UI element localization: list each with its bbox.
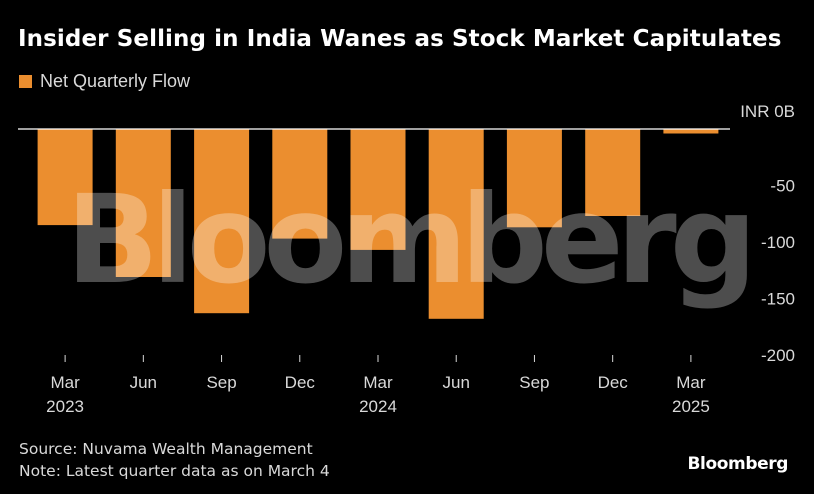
x-tick-label: Jun — [442, 373, 469, 392]
bar — [350, 129, 406, 250]
x-tick-label: Dec — [285, 373, 316, 392]
y-tick-label: INR 0B — [740, 102, 795, 121]
x-tick-label: Mar — [50, 373, 80, 392]
x-tick-label: 2023 — [46, 397, 84, 416]
bloomberg-logo: Bloomberg — [687, 454, 788, 474]
x-tick-label: Dec — [598, 373, 629, 392]
bar — [663, 129, 719, 134]
x-tick-label: Jun — [130, 373, 157, 392]
x-tick-label: 2024 — [359, 397, 397, 416]
bar — [115, 129, 171, 277]
x-tick-label: Mar — [676, 373, 706, 392]
y-tick-label: -150 — [761, 290, 795, 309]
x-tick-label: Mar — [363, 373, 393, 392]
x-tick-label: Sep — [206, 373, 236, 392]
x-tick-label: Sep — [519, 373, 549, 392]
watermark: Bloomberg — [66, 169, 750, 311]
legend-swatch — [19, 75, 32, 88]
x-tick-label: 2025 — [672, 397, 710, 416]
source-note: Source: Nuvama Wealth Management — [19, 440, 313, 458]
bar — [585, 129, 641, 216]
chart-title: Insider Selling in India Wanes as Stock … — [18, 26, 782, 52]
legend-label: Net Quarterly Flow — [40, 71, 191, 91]
legend: Net Quarterly Flow — [19, 71, 190, 92]
bar — [506, 129, 562, 228]
bar — [37, 129, 93, 226]
bar — [194, 129, 250, 314]
footer: Source: Nuvama Wealth Management Note: L… — [19, 438, 330, 482]
y-tick-label: -50 — [770, 177, 795, 196]
footnote: Note: Latest quarter data as on March 4 — [19, 462, 330, 480]
bar — [272, 129, 328, 239]
y-tick-label: -100 — [761, 233, 795, 252]
bar — [428, 129, 484, 319]
y-tick-label: -200 — [761, 346, 795, 365]
